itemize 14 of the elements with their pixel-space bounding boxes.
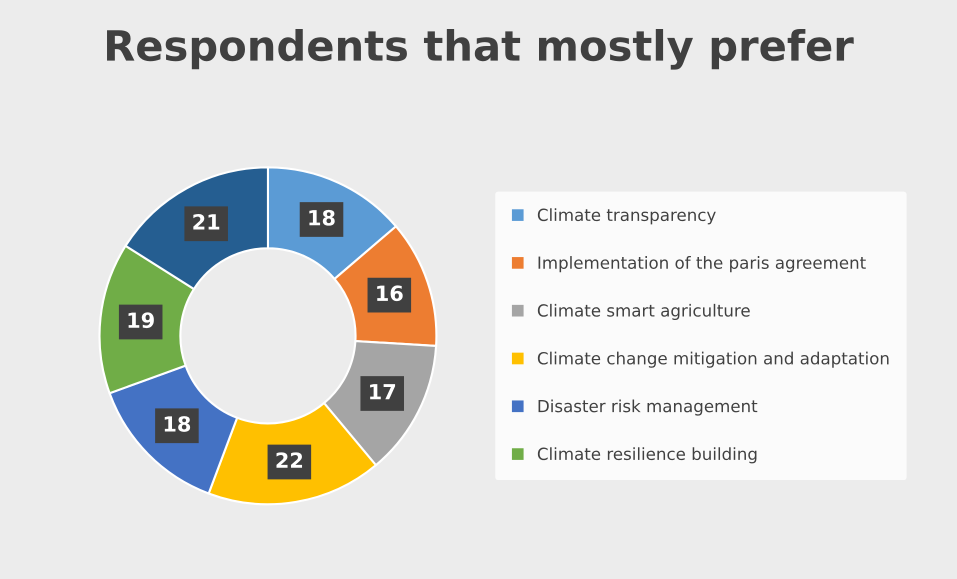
data-label: 22	[276, 452, 302, 468]
data-label: 18	[309, 210, 335, 226]
legend-label: Climate transparency	[538, 208, 716, 224]
legend-label: Climate smart agriculture	[538, 304, 750, 320]
legend-label: Implementation of the paris agreement	[538, 256, 866, 272]
chart-title: Respondents that mostly prefer	[107, 28, 854, 70]
data-label: 16	[377, 285, 403, 302]
data-label: 18	[164, 416, 190, 432]
legend-label: Climate change mitigation and adaptation	[538, 352, 889, 368]
legend-label: Climate resilience building	[538, 447, 756, 464]
data-label: 21	[193, 214, 220, 230]
data-label: 17	[370, 384, 396, 400]
legend-label: Disaster risk management	[538, 399, 758, 416]
data-label: 19	[128, 312, 154, 328]
